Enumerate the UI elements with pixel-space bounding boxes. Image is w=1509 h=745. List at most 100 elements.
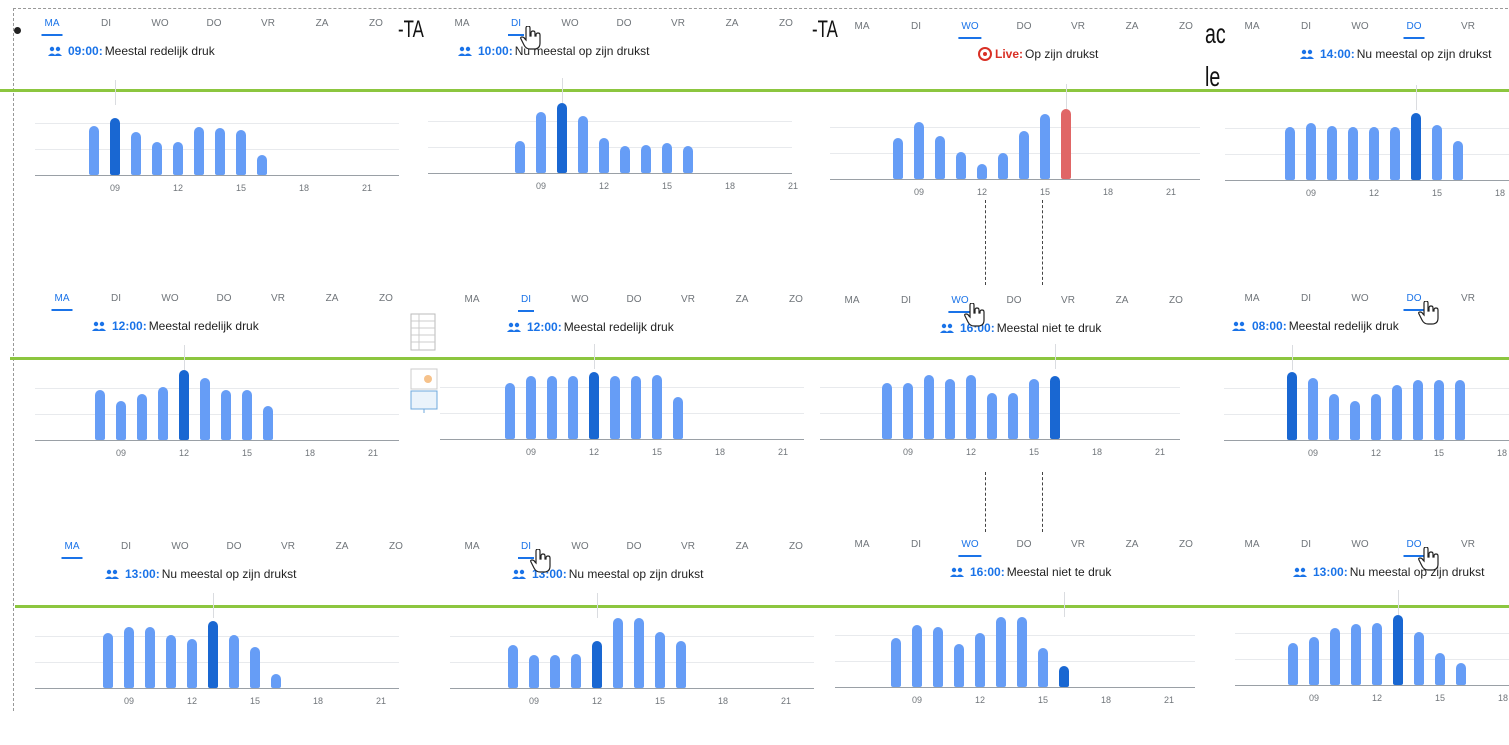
tab-day-do[interactable]: DO xyxy=(626,294,642,305)
chart-gridline xyxy=(428,121,792,122)
chart-bar xyxy=(987,393,997,439)
tab-day-za[interactable]: ZA xyxy=(1125,539,1139,550)
tab-day-zo[interactable]: ZO xyxy=(1179,539,1193,550)
chart-bar xyxy=(529,655,539,688)
tab-day-do[interactable]: DO xyxy=(216,293,232,304)
tab-day-zo[interactable]: ZO xyxy=(1179,21,1193,32)
tab-day-wo[interactable]: WO xyxy=(571,294,589,305)
tab-day-vr[interactable]: VR xyxy=(681,541,695,552)
tab-day-zo[interactable]: ZO xyxy=(389,541,403,552)
tab-day-di[interactable]: DI xyxy=(911,539,921,550)
tab-day-ma[interactable]: MA xyxy=(844,295,860,306)
tab-day-do[interactable]: DO xyxy=(206,18,222,29)
tab-day-za[interactable]: ZA xyxy=(325,293,339,304)
tab-day-di[interactable]: DI xyxy=(508,18,524,36)
people-icon xyxy=(1232,321,1246,331)
tab-day-ma[interactable]: MA xyxy=(1244,539,1260,550)
tab-day-vr[interactable]: VR xyxy=(681,294,695,305)
chart-tick-label: 18 xyxy=(717,696,729,706)
chart-bar xyxy=(145,627,155,688)
tab-day-wo[interactable]: WO xyxy=(561,18,579,29)
tab-day-di[interactable]: DI xyxy=(1301,293,1311,304)
tab-day-zo[interactable]: ZO xyxy=(379,293,393,304)
tab-day-di[interactable]: DI xyxy=(518,294,534,312)
tab-day-do[interactable]: DO xyxy=(616,18,632,29)
tab-day-ma[interactable]: MA xyxy=(454,18,470,29)
tab-day-zo[interactable]: ZO xyxy=(779,18,793,29)
busyness-status: 12:00: Meestal redelijk druk xyxy=(92,319,259,333)
tab-day-ma[interactable]: MA xyxy=(464,541,480,552)
tab-day-do[interactable]: DO xyxy=(1403,539,1425,557)
tab-day-di[interactable]: DI xyxy=(901,295,911,306)
tab-day-za[interactable]: ZA xyxy=(1125,21,1139,32)
day-tabs: MA DI WO DO VR ZA ZO xyxy=(830,289,1205,313)
chart-bar xyxy=(271,674,281,688)
tab-day-wo[interactable]: WO xyxy=(958,21,982,39)
tab-day-wo[interactable]: WO xyxy=(1351,293,1369,304)
tab-day-za[interactable]: ZA xyxy=(735,541,749,552)
tab-day-vr[interactable]: VR xyxy=(671,18,685,29)
tab-day-ma[interactable]: MA xyxy=(854,21,870,32)
chart-tick-label: 15 xyxy=(1037,695,1049,705)
chart-gridline xyxy=(830,127,1200,128)
chart-tick-label: 18 xyxy=(298,183,310,193)
status-text: Meestal redelijk druk xyxy=(1288,319,1399,333)
chart-bar xyxy=(610,376,620,439)
tab-day-do[interactable]: DO xyxy=(1006,295,1022,306)
tab-day-ma[interactable]: MA xyxy=(1244,21,1260,32)
tab-day-vr[interactable]: VR xyxy=(1071,539,1085,550)
tab-day-zo[interactable]: ZO xyxy=(789,541,803,552)
tab-day-ma[interactable]: MA xyxy=(1244,293,1260,304)
tab-day-do[interactable]: DO xyxy=(1403,21,1425,39)
dashed-divider xyxy=(985,200,986,285)
tab-day-wo[interactable]: WO xyxy=(948,295,972,313)
tab-day-di[interactable]: DI xyxy=(518,541,534,559)
tab-day-ma[interactable]: MA xyxy=(61,541,83,559)
tab-day-za[interactable]: ZA xyxy=(315,18,329,29)
chart-gridline xyxy=(440,413,804,414)
tab-day-di[interactable]: DI xyxy=(111,293,121,304)
tab-day-do[interactable]: DO xyxy=(1016,539,1032,550)
chart-tick-label: 12 xyxy=(588,447,600,457)
tab-day-vr[interactable]: VR xyxy=(271,293,285,304)
tab-day-ma[interactable]: MA xyxy=(51,293,73,311)
tab-day-wo[interactable]: WO xyxy=(571,541,589,552)
tab-day-zo[interactable]: ZO xyxy=(369,18,383,29)
tab-day-ma[interactable]: MA xyxy=(464,294,480,305)
tab-day-zo[interactable]: ZO xyxy=(1169,295,1183,306)
tab-day-vr[interactable]: VR xyxy=(281,541,295,552)
tab-day-wo[interactable]: WO xyxy=(1351,21,1369,32)
tab-day-do[interactable]: DO xyxy=(1403,293,1425,311)
tab-day-do[interactable]: DO xyxy=(626,541,642,552)
chart-bar xyxy=(676,641,686,688)
tab-day-di[interactable]: DI xyxy=(1301,539,1311,550)
tab-day-vr[interactable]: VR xyxy=(1461,293,1475,304)
tab-day-vr[interactable]: VR xyxy=(1461,21,1475,32)
busyness-status: 10:00: Nu meestal op zijn drukst xyxy=(458,44,649,58)
tab-day-za[interactable]: ZA xyxy=(735,294,749,305)
tab-day-do[interactable]: DO xyxy=(226,541,242,552)
tab-day-wo[interactable]: WO xyxy=(1351,539,1369,550)
tab-day-vr[interactable]: VR xyxy=(1461,539,1475,550)
tab-day-vr[interactable]: VR xyxy=(1071,21,1085,32)
tab-day-za[interactable]: ZA xyxy=(335,541,349,552)
tab-day-di[interactable]: DI xyxy=(1301,21,1311,32)
tab-day-ma[interactable]: MA xyxy=(854,539,870,550)
tab-day-wo[interactable]: WO xyxy=(171,541,189,552)
tab-day-vr[interactable]: VR xyxy=(261,18,275,29)
popular-times-panel: MA DI WO DO VR ZA ZO 12:00: Meestal redelijk dr… xyxy=(35,287,415,497)
chart-bar xyxy=(631,376,641,439)
tab-day-vr[interactable]: VR xyxy=(1061,295,1075,306)
tab-day-ma[interactable]: MA xyxy=(41,18,63,36)
tab-day-di[interactable]: DI xyxy=(121,541,131,552)
tab-day-di[interactable]: DI xyxy=(101,18,111,29)
tab-day-za[interactable]: ZA xyxy=(1115,295,1129,306)
tab-day-wo[interactable]: WO xyxy=(161,293,179,304)
tab-day-za[interactable]: ZA xyxy=(725,18,739,29)
tab-day-zo[interactable]: ZO xyxy=(789,294,803,305)
tab-day-do[interactable]: DO xyxy=(1016,21,1032,32)
tab-day-di[interactable]: DI xyxy=(911,21,921,32)
chart-bar xyxy=(1372,623,1382,685)
tab-day-wo[interactable]: WO xyxy=(151,18,169,29)
tab-day-wo[interactable]: WO xyxy=(958,539,982,557)
